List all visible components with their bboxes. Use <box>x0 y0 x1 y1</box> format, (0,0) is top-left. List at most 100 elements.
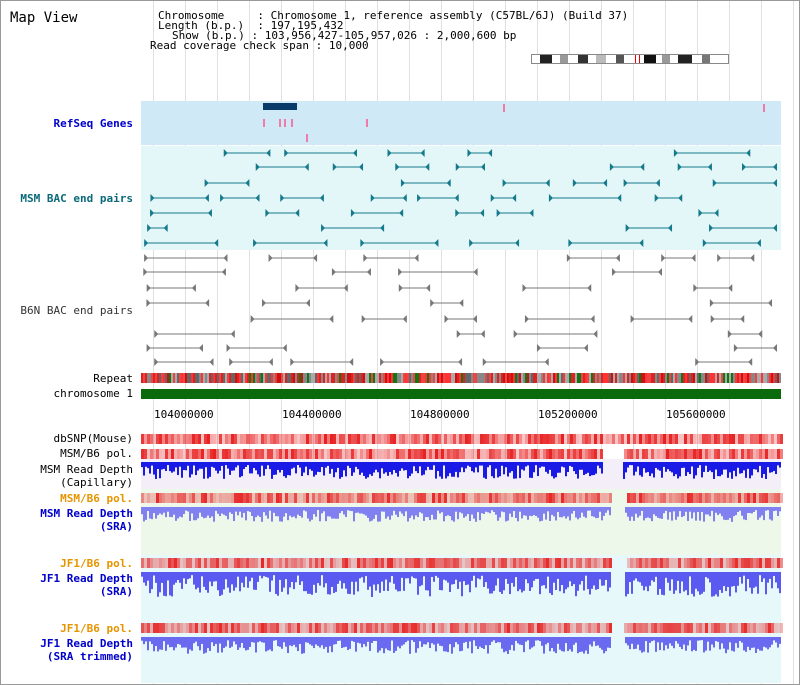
jf1-sra-depth-bar <box>389 572 391 583</box>
jf1-b6-pol-label[interactable]: JF1/B6 pol. <box>60 557 133 570</box>
jf1-sra-depth-bar <box>535 572 537 579</box>
repeat-segment <box>637 373 639 383</box>
repeat-segment <box>503 373 505 383</box>
dbsnp-cell <box>156 434 159 444</box>
jf1-pol2-cell <box>321 623 324 633</box>
jf1-pol2-cell <box>351 623 354 633</box>
jf1-sra-depth-bar <box>749 572 751 588</box>
msm-pol-cell <box>456 449 459 459</box>
repeat-segment <box>333 373 335 383</box>
jf1-sra-depth-bar <box>321 572 323 576</box>
repeat-segment <box>321 373 323 383</box>
jf1-sra-depth-bar <box>649 572 651 586</box>
dbsnp-cell <box>306 434 309 444</box>
dbsnp-cell <box>438 434 441 444</box>
jf1-trim-depth-bar <box>461 637 463 651</box>
jf1-sra-depth-bar <box>747 572 749 580</box>
msm-sra-depth-bar <box>777 507 779 517</box>
msm-pol-cell <box>465 449 468 459</box>
jf1-trim-depth-bar <box>697 637 699 641</box>
msm-sra-pol-cell <box>741 493 744 503</box>
msm-cap-depth-bar <box>437 462 439 472</box>
dbsnp-cell <box>495 434 498 444</box>
jf1-sra-depth-bar <box>683 572 685 592</box>
repeat-segment <box>233 373 235 383</box>
dbsnp-cell <box>480 434 483 444</box>
jf1-pol-cell <box>765 558 768 568</box>
msm-sra-depth-bar <box>489 507 491 514</box>
msm-read-depth-cap-label[interactable]: MSM Read Depth <box>40 463 133 476</box>
jf1-sra-depth-bar <box>723 572 725 587</box>
msm-sra-depth-bar <box>405 507 407 512</box>
repeat-label: Repeat <box>93 372 133 385</box>
b6n-bac-label[interactable]: B6N BAC end pairs <box>20 304 133 317</box>
chromosome-ideogram[interactable] <box>531 54 729 64</box>
dbsnp-cell <box>534 434 537 444</box>
msm-cap-depth-bar <box>765 462 767 479</box>
jf1-trim-depth-bar <box>605 637 607 652</box>
jf1-trim-depth-bar <box>353 637 355 642</box>
jf1-b6-pol-2-label[interactable]: JF1/B6 pol. <box>60 622 133 635</box>
jf1-sra-depth-bar <box>487 572 489 589</box>
jf1-pol-cell <box>603 558 606 568</box>
jf1-read-depth-sra-label[interactable]: JF1 Read Depth <box>40 572 133 585</box>
msm-b6-pol-sra-label[interactable]: MSM/B6 pol. <box>60 492 133 505</box>
repeat-segment <box>693 373 695 383</box>
msm-sra-depth-bar <box>345 507 347 517</box>
jf1-trim-depth-bar <box>349 637 351 649</box>
repeat-segment <box>167 373 169 383</box>
msm-sra-depth-bar <box>731 507 733 522</box>
msm-cap-depth-bar <box>599 462 601 469</box>
repeat-segment <box>189 373 191 383</box>
repeat-segment <box>297 373 299 383</box>
dbsnp-label[interactable]: dbSNP(Mouse) <box>53 432 133 445</box>
jf1-sra-depth-bar <box>711 572 713 597</box>
msm-sra-pol-cell <box>363 493 366 503</box>
msm-sra-depth-bar <box>567 507 569 517</box>
jf1-trim-depth-bar <box>181 637 183 648</box>
repeat-segment <box>339 373 341 383</box>
jf1-pol-cell <box>264 558 267 568</box>
msm-sra-depth-bar <box>341 507 343 512</box>
jf1-trim-depth-bar <box>771 637 773 645</box>
msm-cap-depth-bar <box>145 462 147 467</box>
msm-pol-cell <box>756 449 759 459</box>
msm-pol-cell <box>177 449 180 459</box>
msm-read-depth-sra-label[interactable]: MSM Read Depth <box>40 507 133 520</box>
jf1-read-depth-trim-label[interactable]: JF1 Read Depth <box>40 637 133 650</box>
jf1-pol2-cell <box>474 623 477 633</box>
msm-sra-pol-cell <box>375 493 378 503</box>
b6n-bac-pair-end <box>748 358 753 366</box>
msm-sra-pol-cell <box>777 493 780 503</box>
repeat-segment <box>211 373 213 383</box>
jf1-trim-depth-bar <box>571 637 573 652</box>
jf1-sra-depth-bar <box>327 572 329 595</box>
msm-sra-depth-bar <box>545 507 547 520</box>
repeat-segment <box>623 373 625 383</box>
jf1-pol-cell <box>729 558 732 568</box>
refseq-genes-label[interactable]: RefSeq Genes <box>53 117 133 130</box>
repeat-segment <box>405 373 407 383</box>
jf1-trim-depth-bar <box>369 637 371 651</box>
repeat-segment <box>373 373 375 383</box>
msm-cap-depth-bar <box>343 462 345 471</box>
repeat-segment <box>259 373 261 383</box>
jf1-pol-cell <box>525 558 528 568</box>
msm-pol-cell <box>657 449 660 459</box>
msm-sra-depth-bar <box>605 507 607 513</box>
repeat-segment <box>685 373 687 383</box>
jf1-sra-depth-bar <box>159 572 161 593</box>
jf1-pol-cell <box>582 558 585 568</box>
msm-b6-pol-label[interactable]: MSM/B6 pol. <box>60 447 133 460</box>
msm-sra-depth-bar <box>541 507 543 521</box>
msm-sra-depth-bar <box>531 507 533 517</box>
msm-sra-depth-bar <box>237 507 239 516</box>
repeat-segment <box>587 373 589 383</box>
msm-bac-label[interactable]: MSM BAC end pairs <box>20 192 133 205</box>
grid-line <box>793 1 794 684</box>
repeat-segment <box>183 373 185 383</box>
msm-cap-depth-bar <box>393 462 395 471</box>
msm-pol-cell <box>246 449 249 459</box>
jf1-trim-depth-bar <box>405 637 407 643</box>
